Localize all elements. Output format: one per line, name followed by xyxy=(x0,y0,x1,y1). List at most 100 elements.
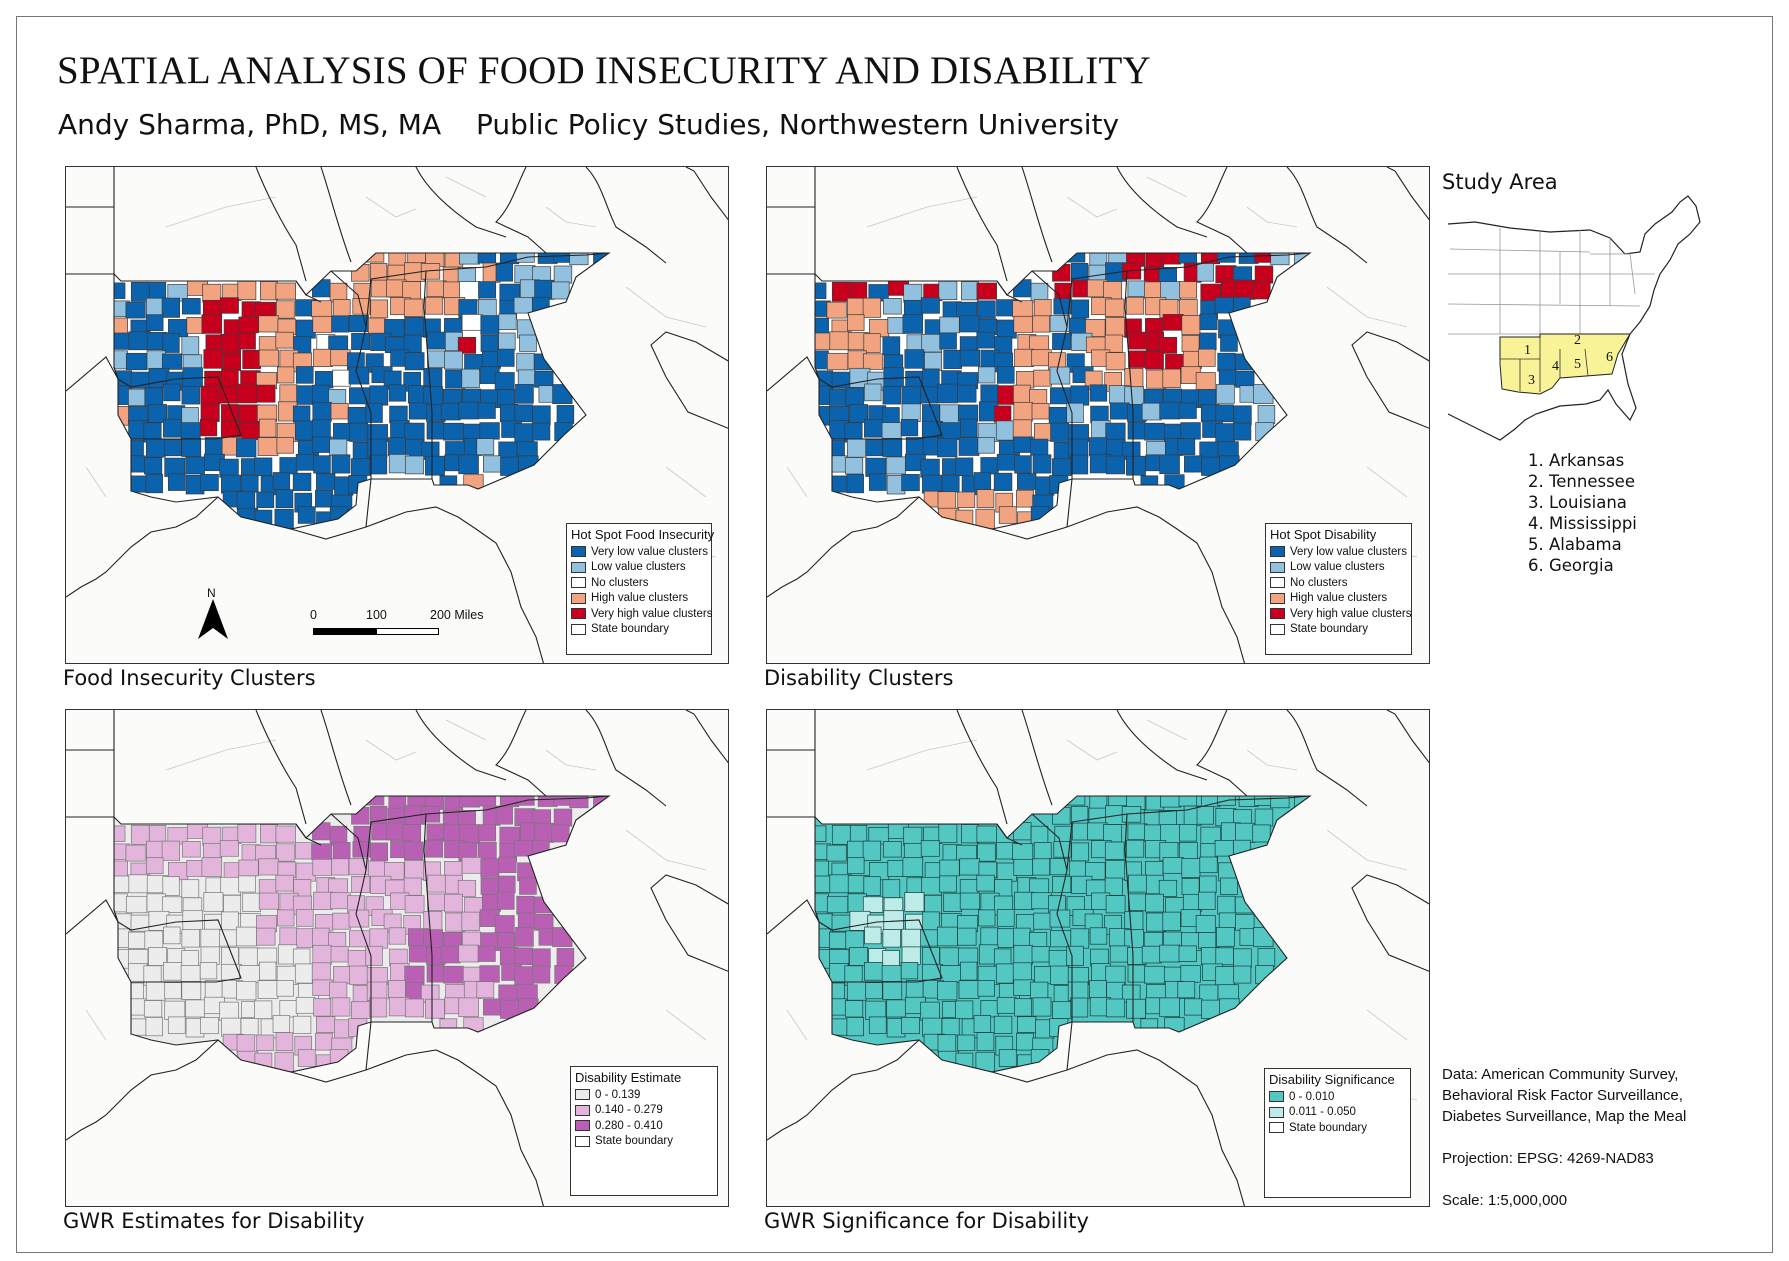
county-polygon xyxy=(1124,911,1144,931)
legend-swatch xyxy=(1270,561,1285,573)
county-polygon xyxy=(347,949,368,969)
county-polygon xyxy=(254,457,273,477)
county-polygon xyxy=(479,965,500,983)
county-polygon xyxy=(1033,369,1052,387)
county-polygon xyxy=(1220,877,1238,895)
county-polygon xyxy=(516,895,535,915)
county-polygon xyxy=(200,403,220,422)
scale-note: Scale: 1:5,000,000 xyxy=(1442,1192,1568,1209)
county-polygon xyxy=(144,387,164,407)
legend-swatch xyxy=(1269,1106,1284,1118)
basemap-line xyxy=(1326,286,1408,328)
county-polygon xyxy=(957,927,977,946)
legend-label: Low value clusters xyxy=(591,561,686,574)
county-polygon xyxy=(259,418,277,438)
county-polygon xyxy=(1257,405,1276,424)
county-polygon xyxy=(1158,879,1178,897)
county-polygon xyxy=(402,824,422,843)
county-polygon xyxy=(258,858,280,876)
projection-note: Projection: EPSG: 4269-NAD83 xyxy=(1442,1150,1654,1167)
basemap-outline xyxy=(1066,478,1073,528)
county-polygon xyxy=(922,1017,943,1037)
county-polygon xyxy=(332,912,351,930)
county-polygon xyxy=(125,301,146,319)
county-polygon xyxy=(125,352,148,371)
county-polygon xyxy=(199,962,218,980)
county-polygon xyxy=(1050,422,1070,442)
county-polygon xyxy=(478,281,497,299)
county-polygon xyxy=(316,1016,336,1033)
county-polygon xyxy=(847,857,865,875)
county-polygon xyxy=(1017,473,1037,490)
county-polygon xyxy=(939,875,957,893)
county-polygon xyxy=(275,825,296,843)
basemap-outline xyxy=(1066,1021,1073,1071)
county-polygon xyxy=(458,997,479,1018)
county-polygon xyxy=(258,315,280,333)
county-polygon xyxy=(292,1015,312,1034)
basemap-line xyxy=(165,196,277,228)
state-boundary xyxy=(423,270,433,479)
county-polygon xyxy=(978,909,996,927)
county-polygon xyxy=(295,453,316,471)
county-polygon xyxy=(443,422,464,441)
county-polygon xyxy=(1159,944,1181,963)
basemap-outline xyxy=(66,899,119,935)
county-polygon xyxy=(181,336,200,356)
county-polygon xyxy=(1049,909,1071,928)
legend-label: 0 - 0.010 xyxy=(1289,1090,1335,1103)
county-polygon xyxy=(164,982,182,1000)
county-polygon xyxy=(534,913,554,931)
legend-swatch xyxy=(571,577,586,589)
county-polygon xyxy=(1178,945,1197,962)
county-polygon xyxy=(977,980,995,997)
county-polygon xyxy=(1126,998,1146,1019)
county-polygon xyxy=(1215,423,1235,444)
county-polygon xyxy=(1052,1001,1073,1019)
county-polygon xyxy=(864,926,882,945)
county-polygon xyxy=(901,928,922,948)
county-polygon xyxy=(1053,841,1072,858)
county-polygon xyxy=(219,840,239,857)
county-polygon xyxy=(199,419,218,437)
county-polygon xyxy=(494,915,515,933)
legend-title: Hot Spot Food Insecurity xyxy=(571,527,715,542)
county-polygon xyxy=(161,353,183,370)
county-polygon xyxy=(939,859,960,877)
county-polygon xyxy=(404,859,425,881)
county-polygon xyxy=(477,299,497,317)
county-polygon xyxy=(1085,862,1106,880)
county-polygon xyxy=(959,349,981,367)
county-polygon xyxy=(332,369,351,387)
county-polygon xyxy=(130,371,152,389)
county-polygon xyxy=(1089,437,1107,456)
basemap-line xyxy=(786,1009,808,1041)
basemap-outline xyxy=(66,1039,219,1141)
county-polygon xyxy=(1178,402,1197,419)
county-polygon xyxy=(461,368,480,389)
county-polygon xyxy=(388,384,407,402)
county-polygon xyxy=(1217,352,1236,372)
county-polygon xyxy=(886,999,906,1018)
basemap-line xyxy=(1066,196,1118,218)
basemap-outline xyxy=(767,1039,920,1141)
county-polygon xyxy=(534,822,555,843)
county-polygon xyxy=(921,333,943,353)
legend-item: Low value clusters xyxy=(571,560,707,576)
legend-item: State boundary xyxy=(571,622,707,638)
county-polygon xyxy=(849,825,868,843)
map-caption-gwr-estimates: GWR Estimates for Disability xyxy=(63,1209,365,1233)
county-polygon xyxy=(1165,354,1184,372)
county-polygon xyxy=(941,1018,960,1036)
county-polygon xyxy=(532,405,551,426)
county-polygon xyxy=(1033,912,1052,930)
basemap-outline xyxy=(320,710,352,806)
study-area-title: Study Area xyxy=(1442,170,1558,194)
county-polygon xyxy=(200,385,221,405)
county-polygon xyxy=(279,927,298,947)
county-polygon xyxy=(331,858,350,876)
county-polygon xyxy=(477,402,496,419)
county-polygon xyxy=(1089,384,1108,402)
county-polygon xyxy=(936,383,958,404)
legend-title: Disability Estimate xyxy=(575,1070,682,1085)
